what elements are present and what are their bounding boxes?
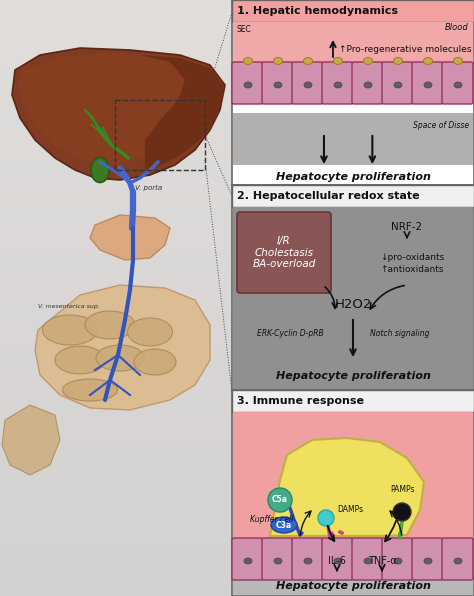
- Ellipse shape: [271, 517, 297, 533]
- Text: Hepatocyte proliferation: Hepatocyte proliferation: [275, 172, 430, 182]
- FancyBboxPatch shape: [412, 538, 443, 580]
- Ellipse shape: [393, 57, 402, 64]
- Text: Kupffer cell: Kupffer cell: [250, 516, 293, 524]
- Ellipse shape: [394, 82, 402, 88]
- Polygon shape: [18, 53, 215, 165]
- Ellipse shape: [334, 558, 342, 564]
- Ellipse shape: [63, 379, 118, 401]
- Polygon shape: [140, 55, 225, 170]
- Text: 2. Hepatocellular redox state: 2. Hepatocellular redox state: [237, 191, 419, 201]
- FancyBboxPatch shape: [322, 62, 353, 104]
- Text: I/R
Cholestasis
BA-overload: I/R Cholestasis BA-overload: [252, 236, 316, 269]
- Ellipse shape: [394, 558, 402, 564]
- Circle shape: [268, 488, 292, 512]
- Text: NRF-2: NRF-2: [392, 222, 422, 232]
- Text: Notch signaling: Notch signaling: [370, 328, 429, 337]
- Ellipse shape: [364, 82, 372, 88]
- Text: 3. Immune response: 3. Immune response: [237, 396, 364, 406]
- Text: IL-6: IL-6: [328, 556, 346, 566]
- Text: C3a: C3a: [276, 520, 292, 529]
- FancyBboxPatch shape: [233, 22, 473, 87]
- Ellipse shape: [454, 57, 463, 64]
- Polygon shape: [12, 48, 225, 180]
- Text: V. porta: V. porta: [135, 185, 162, 191]
- Polygon shape: [90, 215, 170, 260]
- FancyBboxPatch shape: [442, 62, 473, 104]
- Text: DAMPs: DAMPs: [337, 505, 363, 514]
- Ellipse shape: [244, 57, 253, 64]
- Text: V. mesenterica sup.: V. mesenterica sup.: [38, 304, 100, 309]
- Text: Space of Disse: Space of Disse: [413, 120, 469, 129]
- FancyBboxPatch shape: [232, 390, 474, 412]
- FancyBboxPatch shape: [292, 538, 323, 580]
- FancyBboxPatch shape: [237, 212, 331, 293]
- Ellipse shape: [424, 82, 432, 88]
- Text: H2O2: H2O2: [334, 299, 372, 312]
- Ellipse shape: [96, 345, 144, 371]
- Text: 1. Hepatic hemodynamics: 1. Hepatic hemodynamics: [237, 6, 398, 16]
- FancyBboxPatch shape: [412, 62, 443, 104]
- FancyBboxPatch shape: [352, 538, 383, 580]
- FancyBboxPatch shape: [382, 538, 413, 580]
- Ellipse shape: [244, 82, 252, 88]
- FancyBboxPatch shape: [232, 390, 474, 596]
- Text: C5a: C5a: [272, 495, 288, 504]
- FancyBboxPatch shape: [382, 62, 413, 104]
- FancyBboxPatch shape: [292, 62, 323, 104]
- Ellipse shape: [454, 558, 462, 564]
- Text: ↓pro-oxidants
↑antioxidants: ↓pro-oxidants ↑antioxidants: [380, 253, 444, 274]
- Ellipse shape: [274, 558, 282, 564]
- Text: Blood: Blood: [445, 23, 469, 33]
- FancyBboxPatch shape: [233, 113, 473, 165]
- Text: ↑Pro-regenerative molecules: ↑Pro-regenerative molecules: [339, 45, 472, 54]
- Text: PAMPs: PAMPs: [390, 486, 414, 495]
- FancyBboxPatch shape: [232, 185, 474, 207]
- Circle shape: [318, 510, 334, 526]
- Polygon shape: [270, 438, 424, 536]
- FancyBboxPatch shape: [232, 185, 474, 390]
- FancyBboxPatch shape: [233, 538, 473, 595]
- FancyBboxPatch shape: [322, 538, 353, 580]
- FancyBboxPatch shape: [442, 538, 473, 580]
- FancyBboxPatch shape: [233, 207, 473, 389]
- Circle shape: [393, 503, 411, 521]
- Text: Hepatocyte proliferation: Hepatocyte proliferation: [275, 581, 430, 591]
- FancyBboxPatch shape: [232, 0, 474, 22]
- Ellipse shape: [303, 57, 312, 64]
- Polygon shape: [35, 285, 210, 410]
- FancyBboxPatch shape: [352, 62, 383, 104]
- FancyBboxPatch shape: [232, 0, 474, 185]
- Ellipse shape: [454, 82, 462, 88]
- Ellipse shape: [334, 82, 342, 88]
- FancyBboxPatch shape: [262, 62, 293, 104]
- Ellipse shape: [364, 558, 372, 564]
- Ellipse shape: [364, 57, 373, 64]
- Ellipse shape: [423, 57, 432, 64]
- Text: TNF-α: TNF-α: [368, 556, 396, 566]
- FancyBboxPatch shape: [232, 538, 263, 580]
- FancyBboxPatch shape: [233, 412, 473, 538]
- Ellipse shape: [424, 558, 432, 564]
- Ellipse shape: [134, 349, 176, 375]
- Ellipse shape: [85, 311, 135, 339]
- Text: Hepatocyte proliferation: Hepatocyte proliferation: [275, 371, 430, 381]
- Ellipse shape: [274, 82, 282, 88]
- FancyBboxPatch shape: [262, 538, 293, 580]
- Text: ERK-Cyclin D-pRB: ERK-Cyclin D-pRB: [257, 328, 324, 337]
- Ellipse shape: [128, 318, 173, 346]
- FancyBboxPatch shape: [232, 62, 263, 104]
- Ellipse shape: [304, 558, 312, 564]
- Ellipse shape: [55, 346, 105, 374]
- Ellipse shape: [304, 82, 312, 88]
- Text: SEC: SEC: [237, 26, 252, 35]
- Ellipse shape: [43, 315, 98, 345]
- Ellipse shape: [334, 57, 343, 64]
- Ellipse shape: [273, 57, 283, 64]
- Polygon shape: [2, 405, 60, 475]
- Ellipse shape: [244, 558, 252, 564]
- Ellipse shape: [91, 157, 109, 182]
